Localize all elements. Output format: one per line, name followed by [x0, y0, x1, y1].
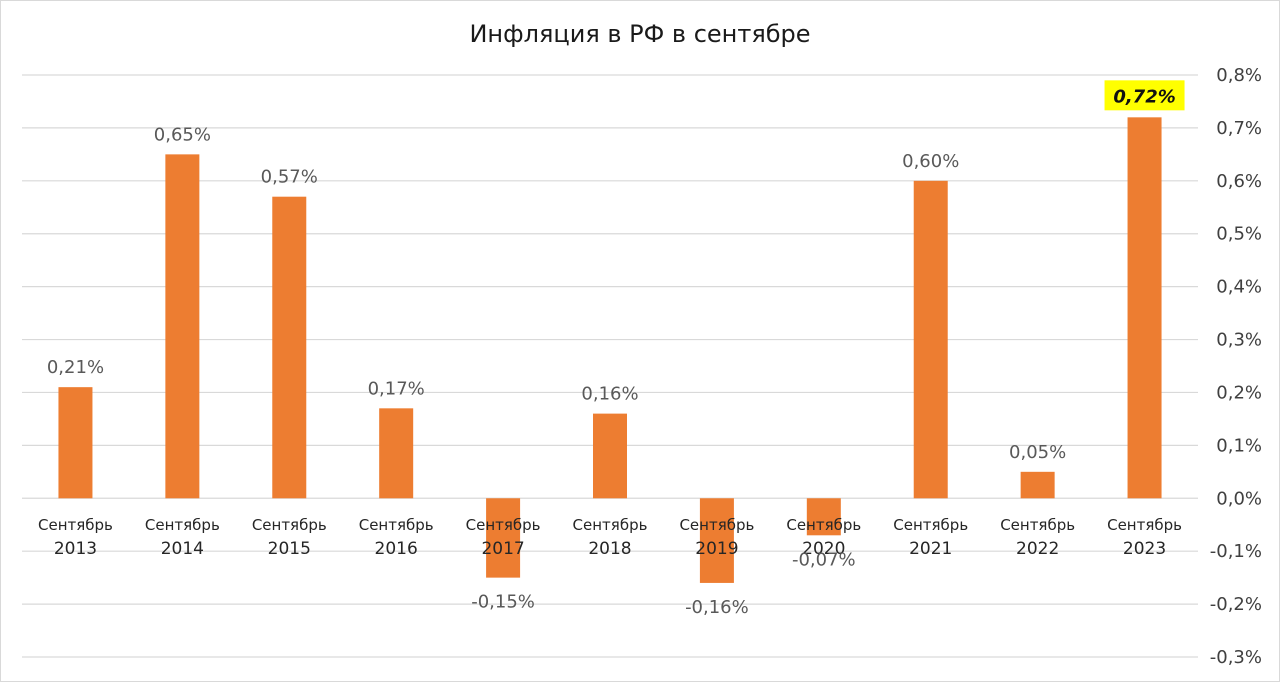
y-tick-label: 0,5% [1216, 224, 1262, 245]
highlight-box [1104, 80, 1185, 111]
x-tick-label: Сентябрь [573, 516, 648, 534]
x-tick-label: Сентябрь [466, 516, 541, 534]
data-label: 0,57% [261, 167, 318, 188]
x-tick-label: 2013 [54, 539, 97, 559]
data-label: -0,16% [685, 597, 749, 618]
bar [165, 154, 200, 499]
y-tick-label: 0,0% [1216, 488, 1262, 509]
y-tick-label: 0,7% [1216, 118, 1262, 139]
y-tick-label: -0,2% [1210, 594, 1262, 615]
bar [1020, 471, 1055, 499]
data-label: 0,17% [368, 378, 425, 399]
data-label: 0,16% [581, 384, 638, 405]
x-tick-label: 2018 [588, 539, 631, 559]
y-tick-label: 0,3% [1216, 330, 1262, 351]
y-tick-label: 0,2% [1216, 382, 1262, 403]
data-label-highlighted: 0,72% [1113, 86, 1175, 107]
x-tick-label: 2019 [695, 539, 738, 559]
y-tick-label: 0,8% [1216, 65, 1262, 86]
y-axis-labels: 0,8% 0,7% 0,6% 0,5% 0,4% 0,3% 0,2% 0,1% 0,0% -0,1… [1210, 65, 1262, 668]
data-label: 0,65% [154, 124, 211, 145]
bar [58, 387, 93, 499]
x-tick-label: 2021 [909, 539, 952, 559]
y-tick-label: 0,1% [1216, 435, 1262, 456]
y-tick-label: 0,4% [1216, 277, 1262, 298]
x-tick-label: Сентябрь [145, 516, 220, 534]
data-labels: 0,21% 0,65% 0,57% 0,17% -0,15% 0,16% -0,16% -0,… [47, 80, 1185, 618]
x-tick-label: Сентябрь [679, 516, 754, 534]
data-label: 0,60% [902, 151, 959, 172]
x-tick-label: Сентябрь [893, 516, 968, 534]
x-tick-label: 2014 [161, 539, 204, 559]
x-tick-label: 2023 [1123, 539, 1166, 559]
y-tick-label: -0,3% [1210, 647, 1262, 668]
bar [379, 408, 414, 499]
bar [913, 180, 948, 499]
data-label: 0,21% [47, 357, 104, 378]
x-tick-label: 2016 [375, 539, 418, 559]
x-axis-labels: Сентябрь 2013 Сентябрь 2014 Сентябрь 2015 Сент… [38, 516, 1182, 559]
x-tick-label: 2015 [268, 539, 311, 559]
y-tick-label: -0,1% [1210, 541, 1262, 562]
x-tick-label: Сентябрь [786, 516, 861, 534]
x-tick-label: Сентябрь [252, 516, 327, 534]
x-tick-label: Сентябрь [1107, 516, 1182, 534]
chart-title: Инфляция в РФ в сентябре [469, 20, 810, 48]
bar [593, 413, 627, 499]
bar [1127, 117, 1162, 499]
data-label: -0,07% [792, 549, 856, 570]
bar [486, 498, 521, 578]
x-tick-label: 2022 [1016, 539, 1059, 559]
data-label: -0,15% [471, 592, 535, 613]
bar [806, 498, 841, 536]
bar [272, 196, 307, 499]
x-tick-label: 2017 [481, 539, 524, 559]
bar [699, 498, 734, 583]
x-tick-label: Сентябрь [1000, 516, 1075, 534]
y-tick-label: 0,6% [1216, 171, 1262, 192]
x-tick-label: 2020 [802, 539, 845, 559]
data-label: 0,05% [1009, 442, 1066, 463]
x-tick-label: Сентябрь [359, 516, 434, 534]
x-tick-label: Сентябрь [38, 516, 113, 534]
bars [58, 117, 1162, 583]
